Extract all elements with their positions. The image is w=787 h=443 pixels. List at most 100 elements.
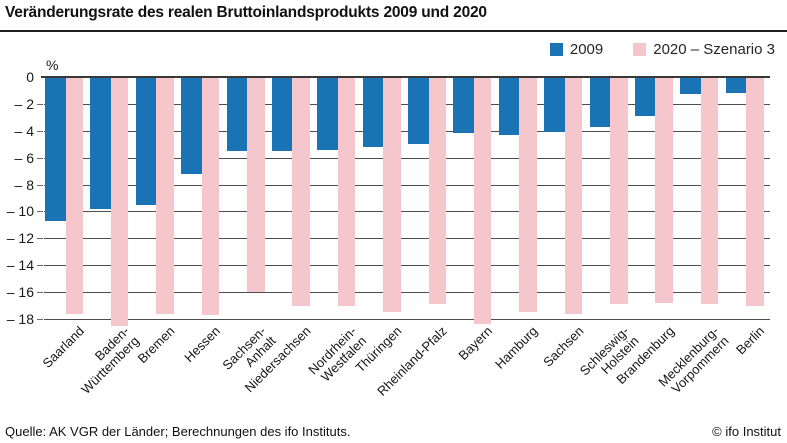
- bar-2020-szenario-3-berlin: [746, 77, 764, 306]
- gridline: [44, 103, 770, 105]
- gridline: [44, 211, 770, 213]
- bar-2020-szenario-3-rheinland-pfalz: [428, 77, 446, 305]
- bar-2020-szenario-3-nordrhein-westfalen: [337, 77, 356, 306]
- bar-2020-szenario-3-mecklenburg-vorpommern: [700, 77, 719, 305]
- bar-2009-bayern: [453, 77, 474, 134]
- x-axis-label-niedersachsen: Niedersachsen: [241, 323, 314, 396]
- bar-2020-szenario-3-bremen: [156, 77, 174, 314]
- y-axis-label: – 8: [14, 176, 34, 193]
- y-axis-label: 0: [26, 69, 34, 85]
- x-axis-label-brandenburg: Brandenburg: [613, 323, 677, 388]
- x-axis-label-berlin: Berlin: [733, 323, 768, 358]
- gridline: [44, 184, 770, 186]
- bar-2009-hessen: [181, 77, 202, 174]
- bar-2009-nordrhein-westfalen: [317, 77, 338, 150]
- bar-2020-szenario-3-niedersachsen: [292, 77, 310, 306]
- gridline: [44, 238, 770, 240]
- bar-pair-hessen: [180, 77, 225, 319]
- bar-2009-mecklenburg-vorpommern: [680, 77, 701, 95]
- gridline: [44, 319, 770, 320]
- x-axis-label-schleswig-holstein: Schleswig- Holstein: [576, 323, 641, 379]
- y-axis-tick: [37, 130, 43, 132]
- y-axis-tick: [37, 238, 43, 240]
- plot-area: [41, 76, 770, 326]
- footer: Quelle: AK VGR der Länder; Berechnungen …: [5, 424, 781, 439]
- legend-swatch-2009: [549, 43, 563, 56]
- x-axis-label-sachsen: Sachsen: [539, 323, 587, 370]
- bar-pair-thueringen: [362, 77, 407, 319]
- y-axis-label: – 16: [6, 284, 34, 301]
- bar-2009-berlin: [725, 77, 747, 94]
- bar-pair-baden-wuerttemberg: [89, 77, 134, 326]
- bar-2020-szenario-3-sachsen-anhalt: [247, 77, 265, 293]
- y-axis-label: – 14: [6, 257, 34, 274]
- zero-axis-line: [41, 76, 770, 78]
- bar-2009-sachsen: [544, 77, 565, 133]
- bar-pair-schleswig-holstein: [589, 77, 634, 319]
- y-axis-tick: [37, 292, 43, 294]
- bar-2009-sachsen-anhalt: [226, 77, 247, 151]
- bar-pair-sachsen: [543, 77, 588, 319]
- x-axis-label-hamburg: Hamburg: [492, 323, 541, 372]
- x-axis-label-sachsen-anhalt: Sachsen- Anhalt: [218, 323, 278, 373]
- y-axis-label: – 6: [14, 149, 34, 166]
- bar-2009-saarland: [45, 77, 66, 221]
- x-axis-label-nordrhein-westfalen: Nordrhein- Westfalen: [305, 323, 369, 385]
- legend-item-2020-szenario-3: 2020 – Szenario 3: [633, 41, 775, 58]
- bar-2009-baden-wuerttemberg: [90, 77, 111, 209]
- bar-pair-saarland: [44, 77, 89, 319]
- bar-2009-thueringen: [362, 77, 384, 147]
- x-axis-label-thueringen: Thüringen: [352, 323, 405, 376]
- bar-pair-bremen: [135, 77, 180, 319]
- bar-pair-nordrhein-westfalen: [316, 77, 361, 319]
- gridline: [44, 292, 770, 294]
- y-axis-label: – 18: [6, 311, 34, 327]
- y-axis-tick: [37, 157, 43, 159]
- bar-2020-szenario-3-brandenburg: [655, 77, 673, 303]
- bar-2020-szenario-3-hamburg: [519, 77, 537, 313]
- chart-title: Veränderungsrate des realen Bruttoinland…: [5, 4, 487, 21]
- x-axis-label-bremen: Bremen: [134, 323, 178, 367]
- copyright-note: © ifo Institut: [712, 424, 781, 439]
- source-note: Quelle: AK VGR der Länder; Berechnungen …: [5, 424, 351, 439]
- bar-2009-rheinland-pfalz: [408, 77, 429, 145]
- y-axis: 0 – 2 – 4 – 6 – 8 – 10 – 12 – 14 – 16 – 18: [0, 69, 44, 327]
- bar-pair-niedersachsen: [271, 77, 316, 319]
- bar-2020-szenario-3-sachsen: [564, 77, 583, 314]
- bar-pair-hamburg: [498, 77, 543, 319]
- x-axis-label-bayern: Bayern: [455, 323, 496, 364]
- bar-2009-niedersachsen: [271, 77, 293, 151]
- y-axis-tick: [37, 184, 43, 186]
- legend-label-2009: 2009: [569, 41, 604, 58]
- bar-2020-szenario-3-baden-wuerttemberg: [110, 77, 129, 326]
- y-axis-tick: [37, 265, 43, 267]
- y-axis-label: – 2: [14, 95, 34, 112]
- legend-swatch-2020-szenario-3: [633, 43, 647, 56]
- bar-2009-hamburg: [498, 77, 520, 135]
- x-axis-label-mecklenburg-vorpommern: Mecklenburg- Vorpommern: [655, 323, 732, 397]
- bar-2020-szenario-3-bayern: [473, 77, 492, 325]
- y-axis-label: – 12: [6, 230, 34, 247]
- y-axis-label: – 10: [6, 203, 34, 220]
- y-axis-tick: [37, 103, 43, 105]
- x-axis-label-saarland: Saarland: [39, 323, 87, 371]
- y-axis-tick: [37, 211, 43, 213]
- title-divider: [0, 30, 787, 32]
- bar-pair-sachsen-anhalt: [226, 77, 271, 319]
- gridline: [44, 130, 770, 132]
- bar-2020-szenario-3-schleswig-holstein: [610, 77, 628, 305]
- bar-pair-rheinland-pfalz: [407, 77, 452, 319]
- legend-item-2009: 2009: [549, 41, 604, 58]
- x-axis-label-rheinland-pfalz: Rheinland-Pfalz: [374, 323, 450, 399]
- bar-pair-berlin: [725, 77, 770, 319]
- bar-pair-brandenburg: [634, 77, 679, 319]
- gridline: [44, 265, 770, 267]
- bar-2020-szenario-3-saarland: [65, 77, 83, 314]
- y-axis-unit-label: %: [46, 57, 59, 73]
- bar-2009-schleswig-holstein: [589, 77, 610, 127]
- bar-pair-mecklenburg-vorpommern: [679, 77, 724, 319]
- bar-2009-bremen: [135, 77, 157, 205]
- bar-2009-brandenburg: [634, 77, 656, 116]
- y-axis-tick: [37, 319, 43, 320]
